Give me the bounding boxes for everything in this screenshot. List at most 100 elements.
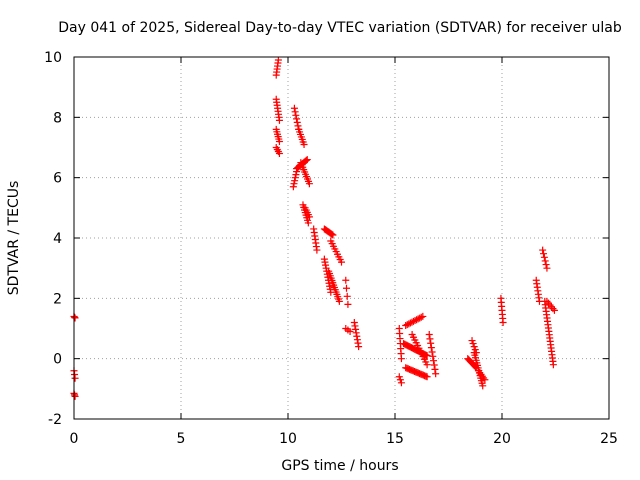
data-point [71,374,79,382]
data-point [346,328,354,336]
data-point [429,352,437,360]
data-point [499,318,507,326]
data-points [70,56,558,400]
x-tick-label: 15 [386,431,404,447]
data-point [408,318,416,326]
data-point [417,313,425,321]
data-point [549,361,557,369]
data-point [413,316,421,324]
data-point [427,344,435,352]
axis-ticks: 0 5 10 15 20 25 -2 0 2 4 6 8 10 [44,50,618,447]
chart-title: Day 041 of 2025, Sidereal Day-to-day VTE… [58,20,622,36]
y-axis-label: SDTVAR / TECUs [6,181,22,296]
data-point [350,318,358,326]
data-point [479,382,487,390]
data-point [427,339,435,347]
data-point [328,230,336,238]
y-tick-label: 0 [53,352,62,368]
data-point [71,314,79,322]
data-point [290,104,298,112]
data-point [406,319,414,327]
data-point [353,336,361,344]
data-point [293,115,301,123]
x-tick-label: 25 [600,431,618,447]
data-point [353,332,361,340]
data-point [292,111,300,119]
data-point [303,156,311,164]
data-point [291,177,299,185]
data-point [397,355,405,363]
data-point [543,264,551,272]
data-point [342,276,350,284]
data-point [542,261,550,269]
data-point [335,297,343,305]
x-tick-label: 5 [177,431,186,447]
x-tick-label: 20 [493,431,511,447]
data-point [275,116,283,124]
data-point [329,231,337,239]
data-point [352,329,360,337]
data-point [432,370,440,378]
y-tick-label: 10 [44,50,62,66]
data-point [292,171,300,179]
data-point [411,317,419,325]
data-point [351,322,359,330]
x-tick-label: 0 [70,431,79,447]
data-point [71,392,79,400]
data-point [294,122,302,130]
y-tick-label: 6 [53,171,62,187]
data-point [425,331,433,339]
data-point [275,150,283,158]
data-point [428,348,436,356]
data-point [540,250,548,258]
y-tick-label: 8 [53,110,62,126]
data-point [402,321,410,329]
data-point [539,246,547,254]
data-point [352,325,360,333]
data-point [293,118,301,126]
data-point [414,315,422,323]
y-tick-label: 2 [53,291,62,307]
data-point [313,246,321,254]
data-point [289,183,297,191]
data-point [395,373,403,381]
data-point [430,361,438,369]
y-tick-label: 4 [53,231,62,247]
data-point [300,140,308,148]
x-axis-label: GPS time / hours [281,458,398,474]
data-point [338,258,345,266]
data-point [423,373,431,381]
data-point [342,284,350,292]
data-point [409,317,417,325]
data-point [430,357,438,365]
data-point [354,339,362,347]
data-point [304,219,312,227]
data-point [416,314,424,322]
data-point [275,137,283,145]
data-point [481,376,489,384]
y-tick-label: -2 [48,412,62,428]
data-point [426,335,434,343]
data-point [550,306,558,314]
data-point [405,320,413,328]
data-point [343,292,351,300]
data-point [431,365,439,373]
data-point [403,321,411,329]
data-point [290,180,298,188]
data-point [423,361,431,369]
data-point [468,337,476,345]
data-point [423,352,431,360]
data-point [469,340,477,348]
data-point [397,379,405,387]
data-point [344,300,352,308]
data-point [419,312,427,320]
data-point [540,253,548,261]
data-point [305,213,313,221]
data-point [274,56,282,64]
data-point [291,174,299,182]
data-point [291,108,299,116]
data-point [541,257,549,265]
data-point [470,343,478,351]
data-point [305,180,313,188]
